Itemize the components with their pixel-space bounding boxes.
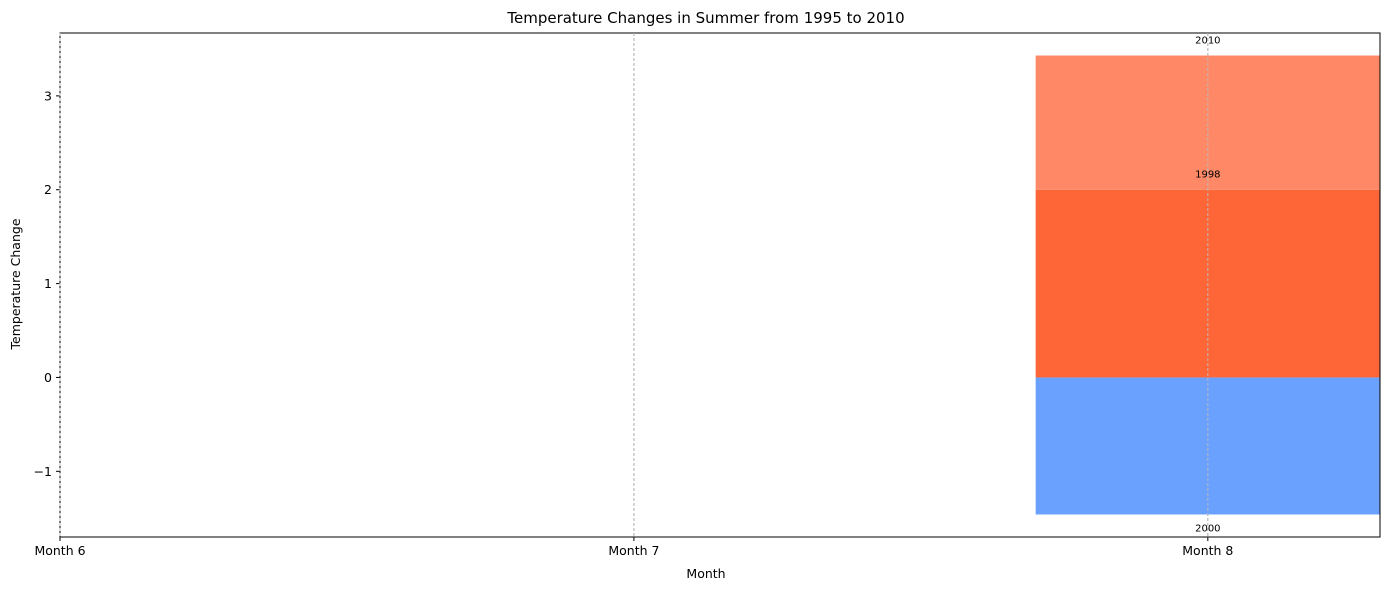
y-axis-label: Temperature Change xyxy=(8,218,23,350)
bar-segment-2010 xyxy=(1035,55,1380,190)
x-tick-label: Month 6 xyxy=(34,543,85,558)
x-tick-label: Month 8 xyxy=(1182,543,1233,558)
y-tick-label: 0 xyxy=(44,370,52,385)
chart-title: Temperature Changes in Summer from 1995 … xyxy=(506,9,904,27)
y-tick-label: 3 xyxy=(44,88,52,103)
y-tick-label: 1 xyxy=(44,276,52,291)
y-tick-label: −1 xyxy=(34,464,52,479)
x-axis-label: Month xyxy=(686,566,725,581)
x-tick-label: Month 7 xyxy=(608,543,659,558)
bar-label-2010: 2010 xyxy=(1195,36,1220,47)
y-tick-label: 2 xyxy=(44,182,52,197)
